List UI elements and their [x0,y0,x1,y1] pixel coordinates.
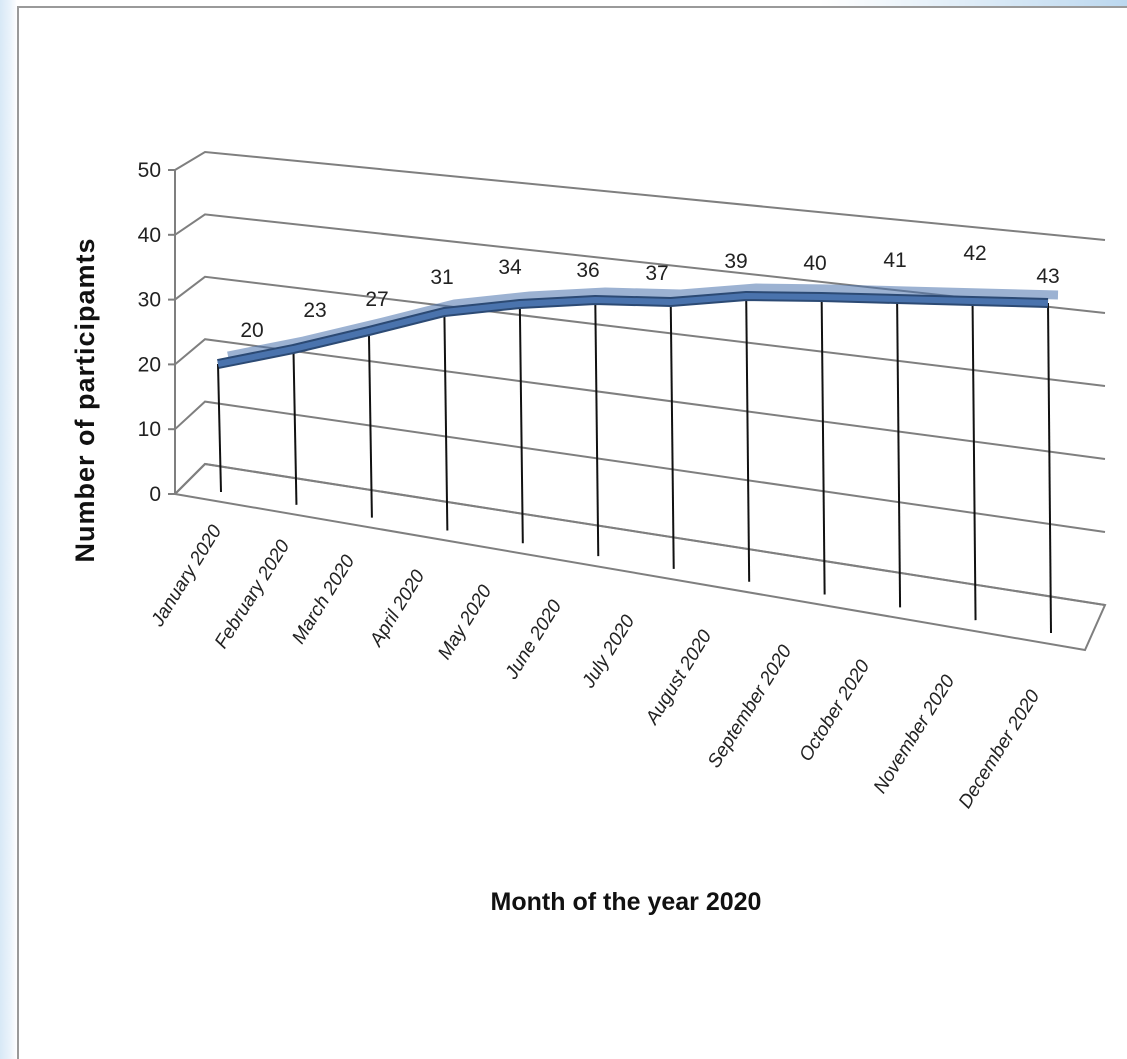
x-tick-label: December 2020 [955,686,1045,812]
chart-gridlines [168,150,1106,606]
gridline [174,462,1106,606]
drop-line [518,303,524,544]
drop-line [896,298,902,608]
x-tick-label: August 2020 [641,626,716,729]
series-line-ribbon [227,283,1059,361]
series-layer [217,283,1059,369]
y-tick-label: 10 [138,418,161,441]
data-label: 34 [498,256,522,279]
data-label: 39 [724,250,747,273]
x-axis-title: Month of the year 2020 [491,888,762,916]
x-tick-label: June 2020 [501,596,567,684]
x-tick-label: May 2020 [434,581,496,663]
window-top-accent [820,0,1127,6]
drop-line [669,301,675,569]
gridline [174,400,1106,533]
y-tick-label: 30 [138,289,161,312]
y-axis-title: Number of participamts [70,237,100,562]
drop-line [745,295,751,582]
drop-line [217,363,222,493]
x-tick-label: November 2020 [870,671,960,797]
data-label: 37 [645,262,668,285]
data-labels: 20 23 27 31 34 36 37 39 40 41 42 43 [240,242,1059,342]
drop-line [367,330,373,518]
x-tick-label: January 2020 [147,521,227,631]
data-label: 42 [963,242,986,265]
x-tick-label: April 2020 [366,566,430,651]
drop-line [971,300,977,621]
x-tick-label: July 2020 [578,611,640,692]
y-tick-label: 20 [138,353,161,376]
gridline [174,338,1106,460]
gridline [174,275,1106,387]
drop-line [292,348,298,505]
data-label: 31 [430,266,453,289]
data-label: 40 [803,252,826,275]
gridline [174,213,1106,314]
data-label: 23 [303,299,326,322]
y-tick-label: 40 [138,224,161,247]
x-tick-label: October 2020 [795,656,874,765]
data-label: 27 [365,288,388,311]
y-axis-ticks: 0 10 20 30 40 50 [138,159,161,506]
x-tick-label: February 2020 [211,536,295,652]
x-tick-label: March 2020 [288,551,359,648]
data-label: 36 [576,259,599,282]
chart-frame [17,6,1127,1059]
drop-line [820,296,826,595]
x-tick-label: September 2020 [704,641,796,772]
y-tick-label: 0 [149,483,161,506]
drop-lines [217,295,1052,634]
drop-line [1047,302,1052,634]
data-label: 41 [883,249,906,272]
gridline [174,150,1106,241]
drop-line [594,299,600,557]
data-label: 20 [240,319,263,342]
data-label: 43 [1036,265,1059,288]
drop-line [443,311,449,531]
y-tick-label: 50 [138,159,161,182]
series-line [217,293,1049,367]
